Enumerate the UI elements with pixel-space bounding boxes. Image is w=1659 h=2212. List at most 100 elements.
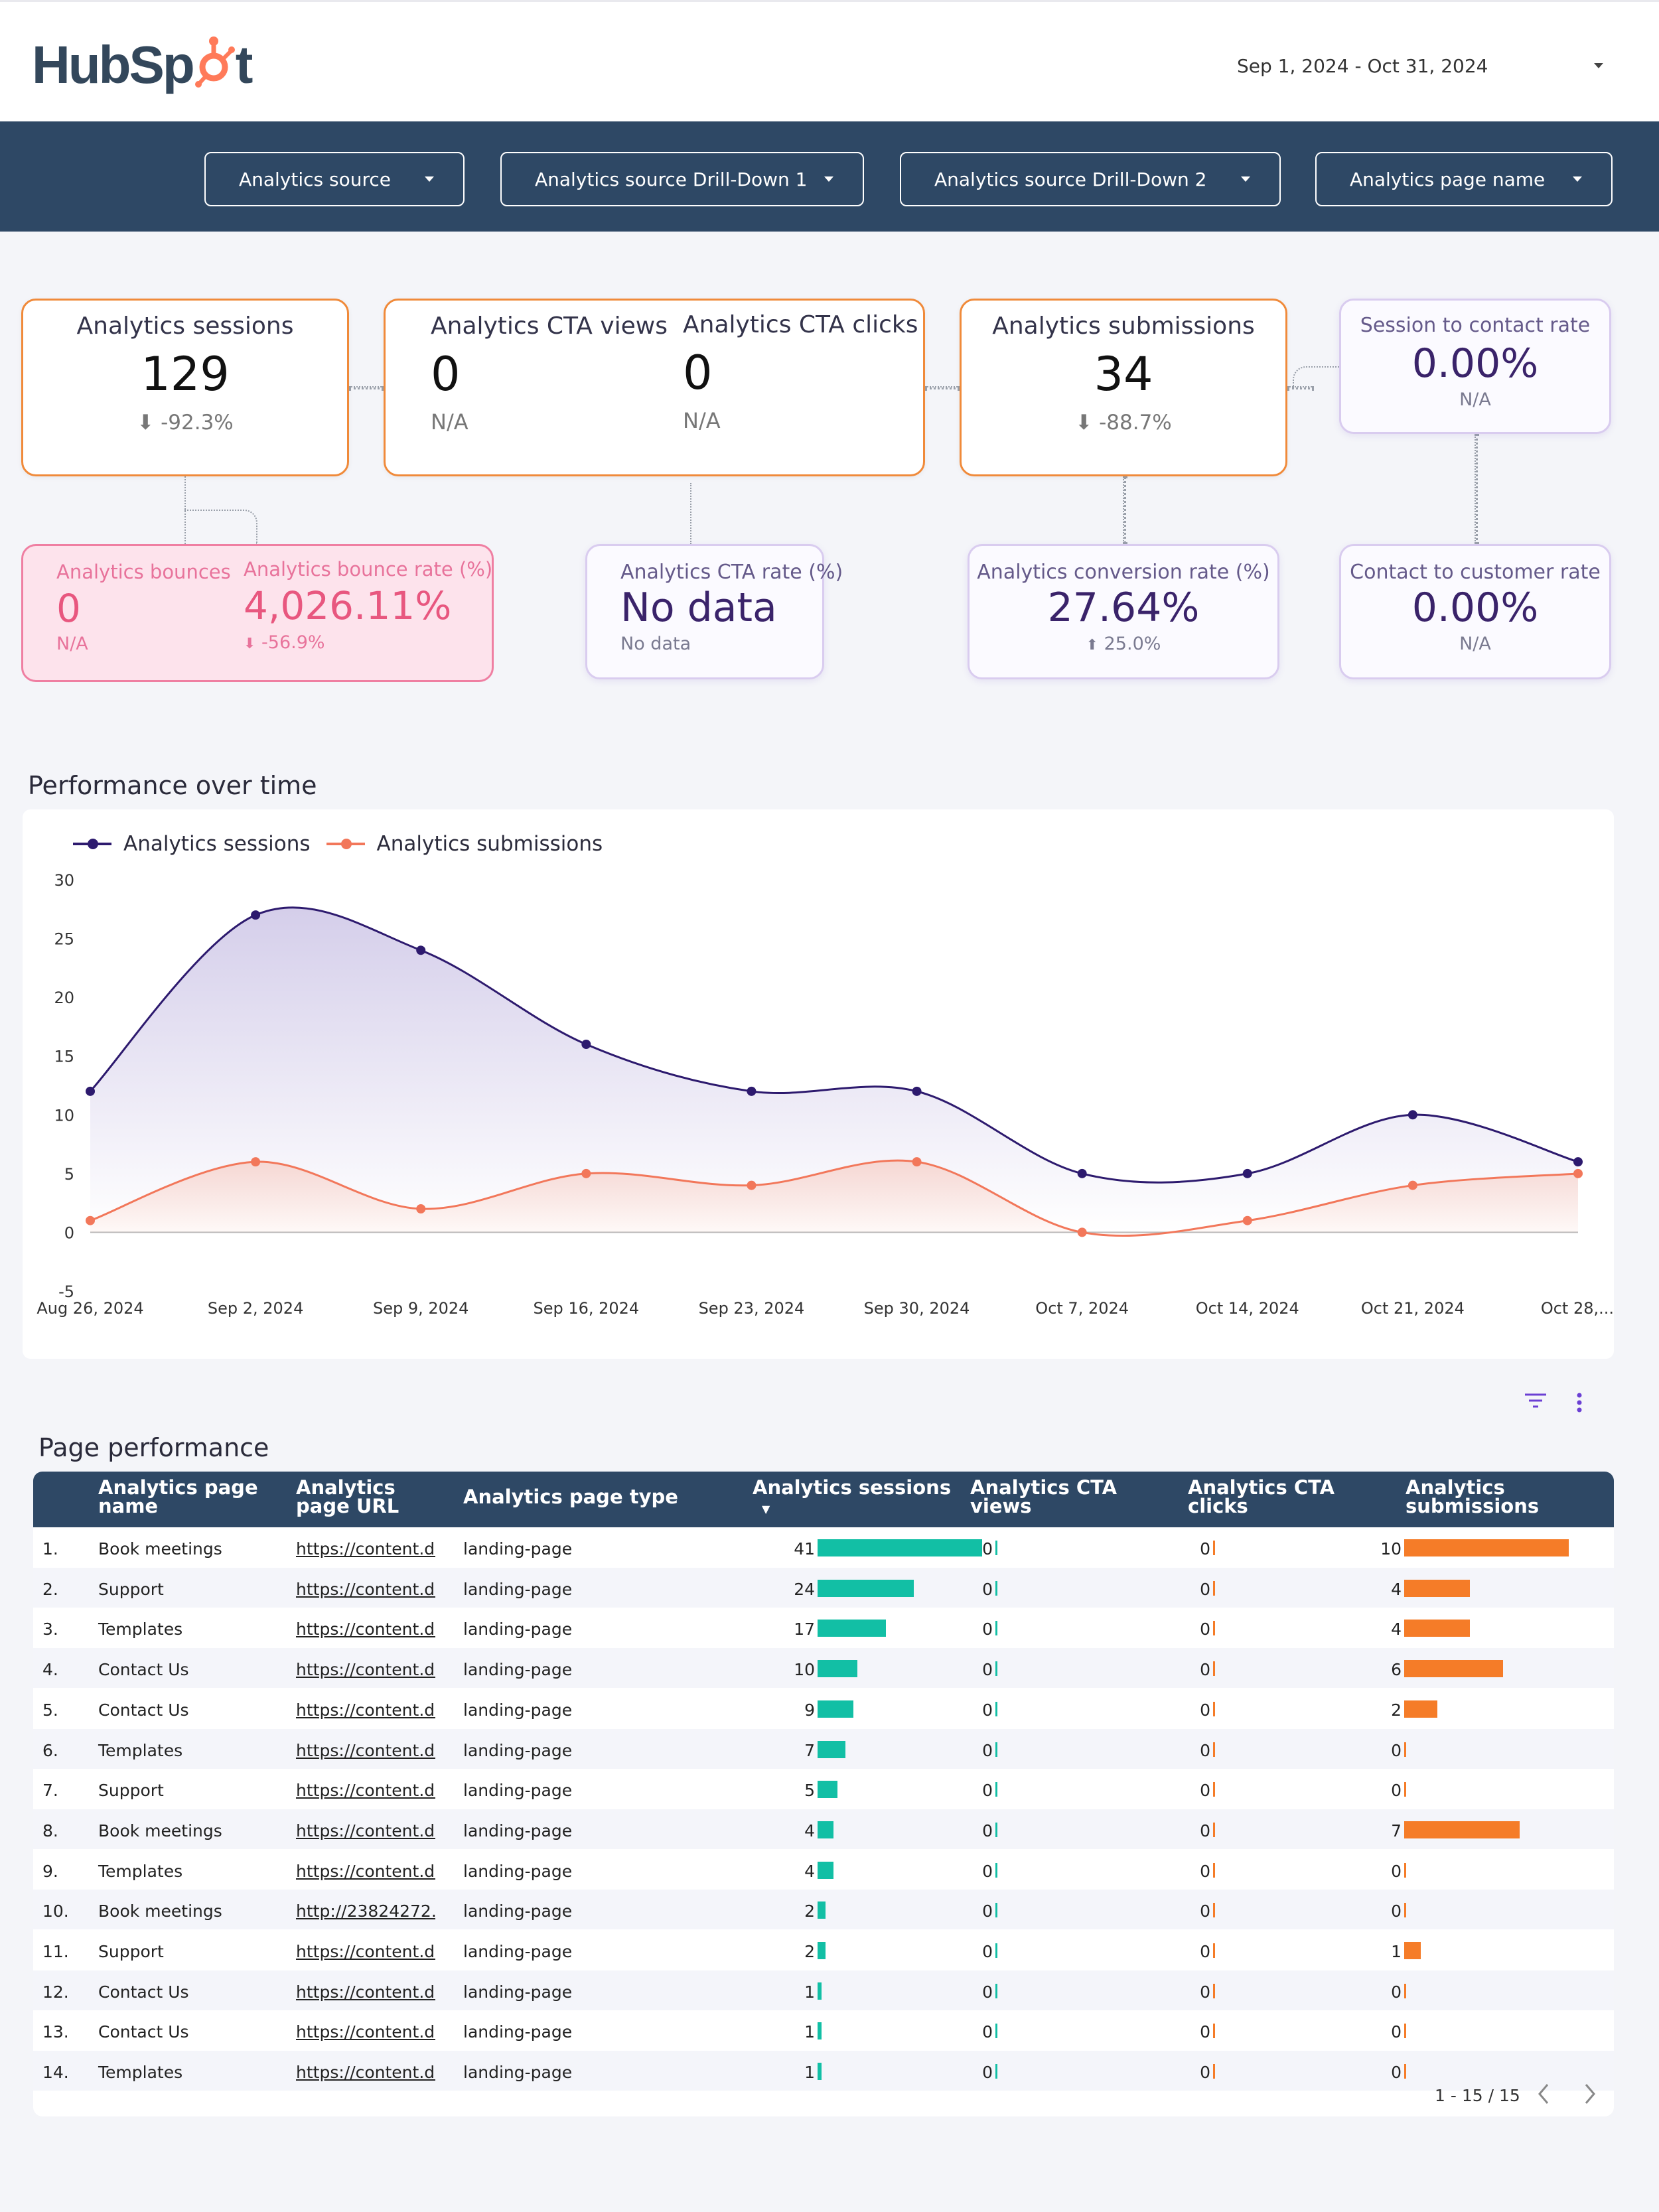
filter-drill-down-2[interactable]: Analytics source Drill-Down 2 xyxy=(900,152,1281,206)
table-row[interactable]: 8. Book meetings https://content.d... landi… xyxy=(33,1809,1614,1849)
data-point[interactable] xyxy=(912,1157,922,1167)
table-row[interactable]: 3. Templates https://content.d... landing-p… xyxy=(33,1608,1614,1647)
col-header-page-type[interactable]: Analytics page type xyxy=(463,1486,678,1508)
cell-submissions: 7 xyxy=(1391,1821,1402,1840)
scorecard-value: 27.64% xyxy=(1047,585,1200,631)
cell-page-url[interactable]: https://content.d... xyxy=(296,1942,435,1961)
table-row[interactable]: 10. Book meetings http://23824272.h... land… xyxy=(33,1890,1614,1930)
row-index: 11. xyxy=(42,1942,69,1961)
data-point[interactable] xyxy=(86,1215,95,1225)
cell-cta-views: 0 xyxy=(982,1861,993,1881)
table-row[interactable]: 1. Book meetings https://content.d... landi… xyxy=(33,1527,1614,1567)
data-point[interactable] xyxy=(416,945,426,955)
connector-line xyxy=(1293,366,1339,387)
y-tick-label: 25 xyxy=(54,930,74,949)
data-point[interactable] xyxy=(1077,1168,1087,1178)
row-index: 10. xyxy=(42,1901,69,1921)
cell-page-url[interactable]: https://content.d... xyxy=(296,1861,435,1881)
row-index: 7. xyxy=(42,1781,58,1801)
sessions-bar xyxy=(818,1821,834,1838)
scorecard-submissions[interactable]: Analytics submissions 34 ⬇ -88.7% xyxy=(960,299,1287,476)
col-header-page-url[interactable]: Analytics page URL xyxy=(296,1476,399,1517)
col-header-label: Analytics sessions xyxy=(753,1476,952,1499)
data-point[interactable] xyxy=(1573,1168,1583,1178)
table-row[interactable]: 13. Contact Us https://content.d... landing… xyxy=(33,2010,1614,2050)
scorecard-delta: No data xyxy=(620,634,691,654)
col-header-cta-clicks[interactable]: Analytics CTA clicks xyxy=(1188,1476,1335,1517)
data-point[interactable] xyxy=(86,1086,95,1096)
col-header-page-name[interactable]: Analytics page name xyxy=(98,1476,258,1517)
table-row[interactable]: 4. Contact Us https://content.d... landing-… xyxy=(33,1648,1614,1689)
cell-page-type: landing-page xyxy=(463,2063,573,2083)
table-row[interactable]: 11. Support https://content.d... landing-pa… xyxy=(33,1930,1614,1970)
data-point[interactable] xyxy=(1242,1215,1252,1225)
sprocket-icon xyxy=(194,36,235,88)
cell-page-name: Templates xyxy=(98,1861,183,1881)
chevron-left-icon[interactable] xyxy=(1536,2082,1551,2108)
cta-views-bar xyxy=(995,1661,997,1677)
data-point[interactable] xyxy=(1407,1110,1417,1120)
legend-item-sessions[interactable]: Analytics sessions xyxy=(73,832,311,856)
data-point[interactable] xyxy=(581,1040,591,1049)
cell-cta-views: 0 xyxy=(982,2063,993,2083)
table-row[interactable]: 5. Contact Us https://content.d... landing-… xyxy=(33,1689,1614,1728)
table-row[interactable]: 2. Support https://content.d... landing-pag… xyxy=(33,1567,1614,1608)
scorecard-contact-to-customer[interactable]: Contact to customer rate 0.00% N/A xyxy=(1339,544,1611,679)
cell-page-url[interactable]: https://content.d... xyxy=(296,1539,435,1558)
data-point[interactable] xyxy=(1407,1180,1417,1190)
date-range-picker[interactable]: Sep 1, 2024 - Oct 31, 2024 xyxy=(1221,42,1619,90)
more-vert-icon[interactable] xyxy=(1574,1392,1585,1417)
x-tick-label: Oct 28,... xyxy=(1541,1299,1614,1318)
sessions-bar xyxy=(818,1901,826,1919)
filter-label: Analytics source Drill-Down 2 xyxy=(934,168,1207,190)
scorecard-sessions[interactable]: Analytics sessions 129 ⬇ -92.3% xyxy=(21,299,349,476)
chevron-right-icon[interactable] xyxy=(1582,2082,1598,2108)
x-tick-label: Sep 2, 2024 xyxy=(208,1299,303,1318)
scorecard-bounces[interactable]: Analytics bounces 0 N/A Analytics bounce… xyxy=(21,544,494,682)
data-point[interactable] xyxy=(251,1157,261,1167)
data-point[interactable] xyxy=(416,1204,426,1213)
data-point[interactable] xyxy=(1242,1168,1252,1178)
scorecard-cta[interactable]: Analytics CTA views 0 N/A Analytics CTA … xyxy=(384,299,925,476)
col-header-cta-views[interactable]: Analytics CTA views xyxy=(970,1476,1118,1517)
table-row[interactable]: 7. Support https://content.d... landing-pag… xyxy=(33,1769,1614,1809)
cell-page-url[interactable]: https://content.d... xyxy=(296,1700,435,1720)
scorecard-conversion-rate[interactable]: Analytics conversion rate (%) 27.64% ⬆ 2… xyxy=(968,544,1279,679)
cell-page-url[interactable]: https://content.d... xyxy=(296,1660,435,1680)
cell-page-url[interactable]: https://content.d... xyxy=(296,2022,435,2042)
cell-page-url[interactable]: https://content.d... xyxy=(296,1781,435,1801)
table-row[interactable]: 14. Templates https://content.d... landing-… xyxy=(33,2051,1614,2091)
data-point[interactable] xyxy=(251,910,261,920)
cell-cta-clicks: 0 xyxy=(1200,1861,1210,1881)
cell-page-url[interactable]: https://content.d... xyxy=(296,1620,435,1639)
data-point[interactable] xyxy=(581,1168,591,1178)
filter-page-name[interactable]: Analytics page name xyxy=(1315,152,1613,206)
cell-page-url[interactable]: https://content.d... xyxy=(296,1982,435,2002)
scorecard-session-to-contact[interactable]: Session to contact rate 0.00% N/A xyxy=(1339,299,1611,434)
table-row[interactable]: 9. Templates https://content.d... landing-p… xyxy=(33,1850,1614,1890)
cell-page-url[interactable]: https://content.d... xyxy=(296,1740,435,1760)
data-point[interactable] xyxy=(1573,1157,1583,1167)
filter-icon[interactable] xyxy=(1524,1392,1548,1413)
cell-page-url[interactable]: https://content.d... xyxy=(296,2063,435,2083)
cell-page-url[interactable]: https://content.d... xyxy=(296,1821,435,1840)
cell-page-url[interactable]: http://23824272.h... xyxy=(296,1901,435,1921)
col-header-sessions[interactable]: Analytics sessions ▼ xyxy=(753,1478,951,1519)
cell-cta-views: 0 xyxy=(982,1660,993,1680)
table-row[interactable]: 6. Templates https://content.d... landing-p… xyxy=(33,1728,1614,1769)
data-point[interactable] xyxy=(747,1180,757,1190)
cell-page-name: Support xyxy=(98,1781,164,1801)
cell-cta-views: 0 xyxy=(982,1740,993,1760)
scorecard-cta-rate[interactable]: Analytics CTA rate (%) No data No data xyxy=(585,544,843,679)
legend-item-submissions[interactable]: Analytics submissions xyxy=(326,832,603,856)
filter-analytics-source[interactable]: Analytics source xyxy=(204,152,465,206)
table-row[interactable]: 12. Contact Us https://content.d... landing… xyxy=(33,1970,1614,2010)
x-tick-label: Oct 7, 2024 xyxy=(1035,1299,1129,1318)
data-point[interactable] xyxy=(747,1086,757,1096)
cell-cta-clicks: 0 xyxy=(1200,1901,1210,1921)
filter-drill-down-1[interactable]: Analytics source Drill-Down 1 xyxy=(500,152,864,206)
cell-page-url[interactable]: https://content.d... xyxy=(296,1579,435,1599)
col-header-submissions[interactable]: Analytics submissions xyxy=(1406,1476,1540,1517)
data-point[interactable] xyxy=(912,1086,922,1096)
data-point[interactable] xyxy=(1077,1227,1087,1237)
